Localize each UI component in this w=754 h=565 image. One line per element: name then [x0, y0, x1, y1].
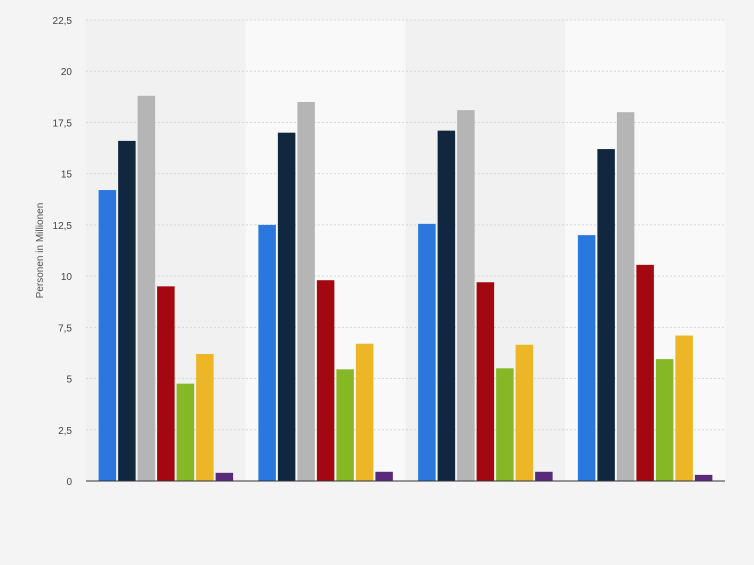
bar [316, 280, 335, 481]
bar [176, 383, 195, 481]
y-tick-label: 15 [61, 170, 73, 181]
bar [375, 471, 393, 481]
y-axis-title: Personen in Millionen [35, 203, 46, 299]
bar [636, 264, 654, 481]
bar [597, 149, 615, 481]
bar [496, 368, 514, 481]
y-tick-label: 17,5 [53, 118, 73, 129]
y-tick-label: 22,5 [53, 16, 73, 27]
bar [535, 471, 553, 481]
bar [675, 335, 693, 481]
bar [694, 474, 713, 481]
bar [336, 369, 354, 481]
y-tick-label: 2,5 [58, 426, 72, 437]
bar [476, 282, 495, 481]
bar [196, 353, 214, 481]
bar [616, 112, 635, 481]
bar [515, 344, 534, 481]
bar [118, 140, 136, 481]
bar [355, 343, 374, 481]
bar [655, 359, 674, 481]
bar [215, 472, 234, 481]
y-tick-label: 0 [66, 477, 72, 488]
bar [157, 286, 175, 481]
bar [258, 224, 276, 481]
bar [577, 235, 596, 481]
bar [418, 223, 436, 481]
bar [277, 132, 296, 481]
y-tick-label: 7,5 [58, 323, 72, 334]
bar [98, 190, 117, 481]
bar [137, 95, 156, 481]
y-tick-label: 5 [66, 375, 72, 386]
y-tick-label: 12,5 [53, 221, 73, 232]
bar [297, 101, 315, 481]
bar [457, 110, 475, 481]
bar [437, 130, 456, 481]
y-tick-label: 10 [61, 272, 73, 283]
y-tick-label: 20 [61, 67, 73, 78]
